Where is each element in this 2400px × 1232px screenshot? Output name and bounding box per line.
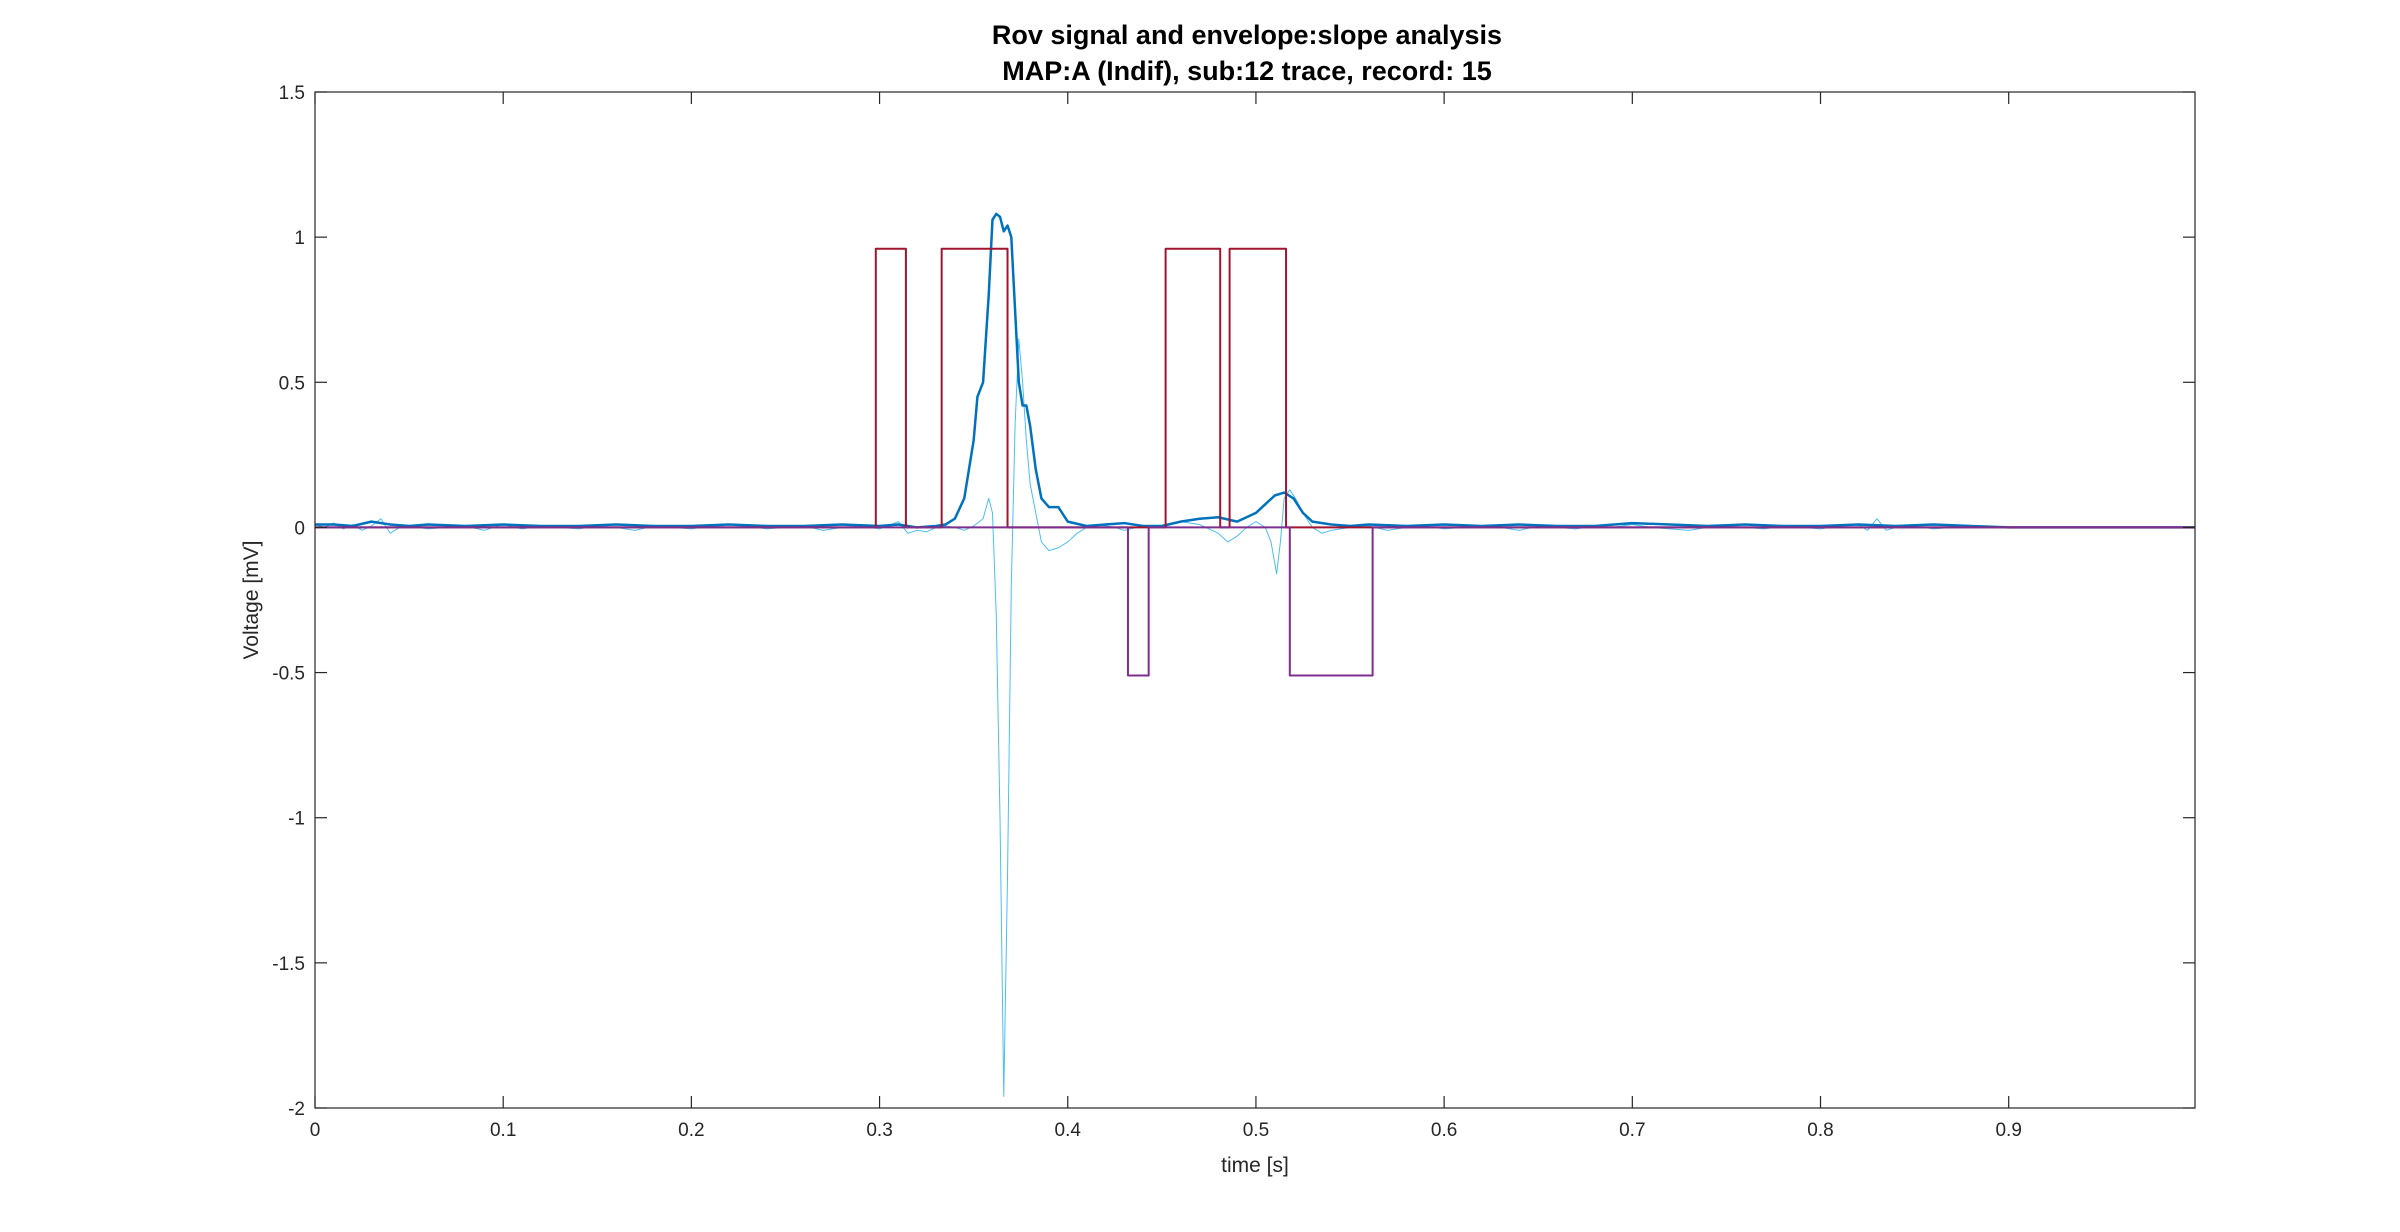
x-tick-label: 0.3 <box>866 1120 892 1141</box>
y-tick-label: 1 <box>294 228 305 249</box>
series-layer <box>314 212 2195 1097</box>
x-axis-label: time [s] <box>1221 1154 1289 1177</box>
x-tick-label: 0.7 <box>1619 1120 1645 1141</box>
y-tick-label: 0.5 <box>279 373 305 394</box>
y-tick-label: -1 <box>288 809 305 830</box>
y-tick-label: -0.5 <box>272 664 305 685</box>
x-tick-label: 0.2 <box>678 1120 704 1141</box>
y-tick-label: 0 <box>294 518 305 539</box>
y-tick-label: -2 <box>288 1099 305 1120</box>
y-axis-label: Voltage [mV] <box>240 540 263 659</box>
x-tick-label: 0.4 <box>1055 1120 1082 1141</box>
x-tick-label: 0.9 <box>1995 1120 2021 1141</box>
ticks-layer: 0 0.1 0.2 0.3 0.4 0.5 0.6 0.7 0.8 0.9 -2 -1.5 -1 -0.5… <box>272 83 2195 1141</box>
x-tick-label: 0.6 <box>1431 1120 1457 1141</box>
axes-box <box>314 91 2196 1109</box>
chart-subtitle: MAP:A (Indif), sub:12 trace, record: 15 <box>1002 56 1492 86</box>
y-tick-label: -1.5 <box>272 954 305 975</box>
series-line-2 <box>315 212 2195 529</box>
y-tick-label: 1.5 <box>279 83 305 104</box>
plot-area: 0 0.1 0.2 0.3 0.4 0.5 0.6 0.7 0.8 0.9 -2 -1.5 -1 -0.5… <box>272 83 2196 1141</box>
x-tick-label: 0.1 <box>490 1120 516 1141</box>
x-tick-label: 0.8 <box>1807 1120 1833 1141</box>
x-tick-label: 0 <box>310 1120 321 1141</box>
series-line-4 <box>315 526 2195 677</box>
x-tick-label: 0.5 <box>1243 1120 1269 1141</box>
chart-title: Rov signal and envelope:slope analysis <box>992 20 1502 50</box>
axes-background <box>315 92 2195 1108</box>
